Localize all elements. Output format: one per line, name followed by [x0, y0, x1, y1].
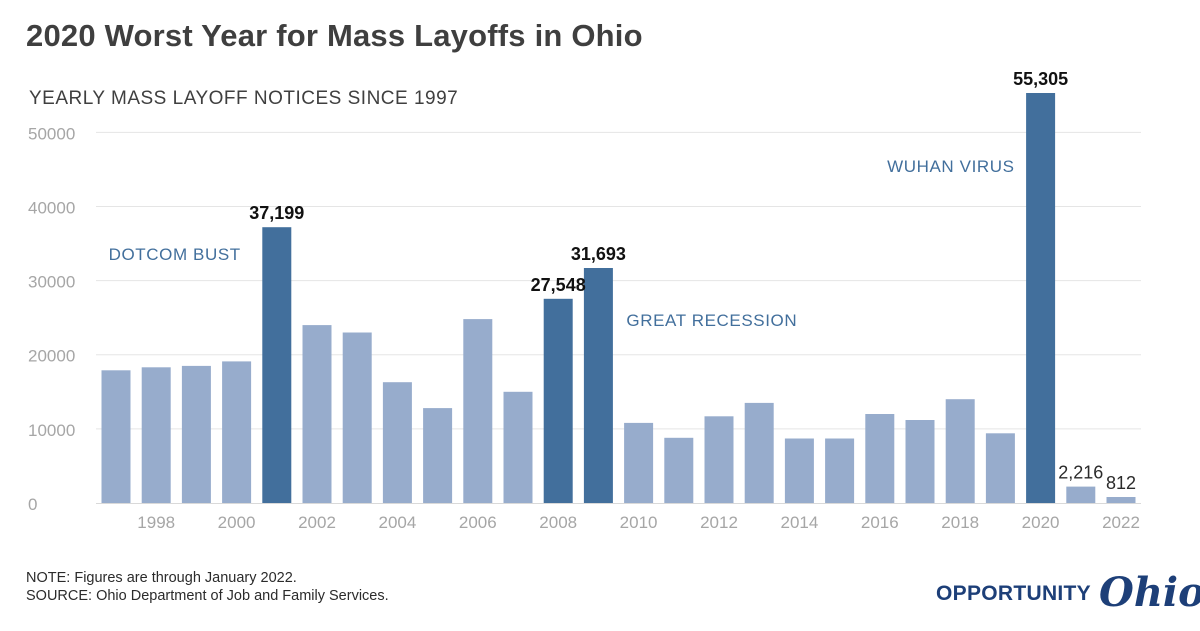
bar-2005 [423, 408, 453, 503]
bar-1997 [101, 370, 131, 503]
data-label-2021: 2,216 [1058, 463, 1103, 483]
bar-2021 [1066, 486, 1096, 503]
x-tick-label: 2018 [941, 513, 979, 532]
bar-2015 [825, 438, 855, 503]
bar-2003 [342, 332, 372, 503]
y-tick-label: 10000 [28, 421, 75, 440]
bar-2001 [262, 227, 292, 503]
x-tick-label: 2012 [700, 513, 738, 532]
bar-2004 [382, 382, 412, 503]
bar-2020 [1026, 93, 1056, 503]
x-tick-label: 2000 [218, 513, 256, 532]
x-tick-label: 2022 [1102, 513, 1140, 532]
bar-2007 [503, 391, 533, 503]
bar-1999 [181, 365, 211, 503]
bar-1998 [141, 367, 171, 503]
logo-script: Ohio [1098, 569, 1200, 616]
y-tick-label: 50000 [28, 124, 75, 143]
chart-title: 2020 Worst Year for Mass Layoffs in Ohio [26, 18, 643, 53]
x-tick-label: 2008 [539, 513, 577, 532]
annotation-label: WUHAN VIRUS [887, 157, 1015, 176]
bar-2019 [985, 433, 1015, 503]
x-tick-label: 2014 [780, 513, 818, 532]
bar-2013 [744, 402, 774, 503]
bar-2011 [664, 437, 694, 503]
source-text: SOURCE: Ohio Department of Job and Famil… [26, 588, 389, 604]
x-tick-label: 2002 [298, 513, 336, 532]
bar-2018 [945, 399, 975, 503]
x-tick-label: 2006 [459, 513, 497, 532]
bar-2006 [463, 319, 493, 503]
data-label-2020: 55,305 [1013, 69, 1068, 89]
bar-2008 [543, 298, 573, 503]
bar-2012 [704, 416, 734, 503]
annotation-label: GREAT RECESSION [626, 311, 797, 330]
y-tick-label: 0 [28, 495, 37, 514]
logo-word: OPPORTUNITY [936, 582, 1091, 605]
x-tick-label: 2016 [861, 513, 899, 532]
bar-chart: 0 10000 20000 30000 40000 50000 1998 2000 2002 20… [28, 69, 1141, 532]
data-label-2009: 31,693 [571, 244, 626, 264]
data-label-2001: 37,199 [249, 203, 304, 223]
bar-2014 [784, 438, 814, 503]
data-label-2008: 27,548 [531, 275, 586, 295]
bar-2016 [865, 414, 895, 503]
y-tick-label: 20000 [28, 347, 75, 366]
bar-2002 [302, 325, 332, 503]
y-tick-label: 30000 [28, 273, 75, 292]
bar-2017 [905, 420, 935, 503]
x-tick-label: 2004 [378, 513, 416, 532]
x-tick-label: 2020 [1022, 513, 1060, 532]
bar-2010 [624, 422, 654, 503]
y-tick-label: 40000 [28, 198, 75, 217]
bar-2022 [1106, 497, 1136, 503]
x-tick-label: 1998 [137, 513, 175, 532]
bar-2000 [222, 361, 252, 503]
note-text: NOTE: Figures are through January 2022. [26, 570, 297, 586]
x-tick-label: 2010 [620, 513, 658, 532]
chart-subtitle: YEARLY MASS LAYOFF NOTICES SINCE 1997 [29, 88, 459, 109]
bar-2009 [583, 268, 613, 503]
data-label-2022: 812 [1106, 473, 1136, 493]
opportunity-ohio-logo: OPPORTUNITY Ohio [936, 563, 1200, 613]
annotation-label: DOTCOM BUST [109, 245, 241, 264]
